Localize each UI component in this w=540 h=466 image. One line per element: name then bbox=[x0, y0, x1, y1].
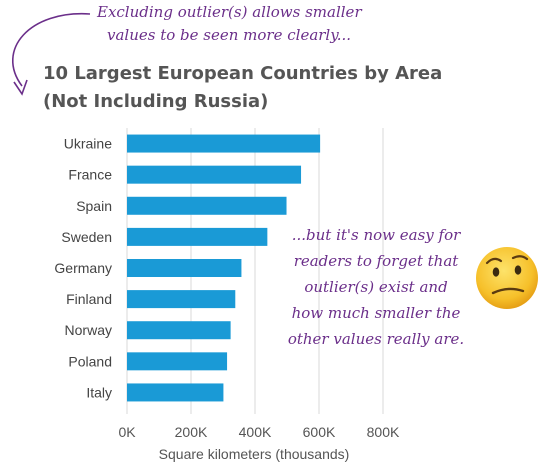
bar-germany bbox=[127, 259, 242, 277]
chart-title-line-1: 10 Largest European Countries by Area bbox=[43, 63, 442, 84]
category-label: Sweden bbox=[61, 229, 112, 245]
bar-finland bbox=[127, 290, 236, 309]
x-tick-labels: 0K 200K 400K 600K 800K bbox=[118, 424, 400, 440]
x-tick-label: 600K bbox=[303, 424, 336, 440]
x-tick-label: 0K bbox=[118, 424, 136, 440]
chart-title-line-2: (Not Including Russia) bbox=[43, 91, 268, 112]
annotation-top: Excluding outlier(s) allows smaller valu… bbox=[96, 3, 362, 44]
confused-face-icon bbox=[476, 247, 538, 309]
bar-spain bbox=[127, 196, 287, 215]
bar-ukraine bbox=[127, 134, 321, 153]
bar-norway bbox=[127, 321, 231, 340]
bar-sweden bbox=[127, 227, 268, 246]
category-label: Norway bbox=[65, 322, 112, 338]
annotation-top-line-1: Excluding outlier(s) allows smaller bbox=[96, 3, 362, 21]
annotation-right-line-5: other values really are. bbox=[288, 330, 464, 348]
x-axis-label: Square kilometers (thousands) bbox=[159, 446, 350, 462]
annotation-right-line-1: ...but it's now easy for bbox=[292, 226, 461, 244]
category-labels: Ukraine France Spain Sweden Germany Finland No… bbox=[54, 136, 112, 401]
curved-arrow-icon bbox=[11, 13, 91, 96]
category-label: Finland bbox=[66, 291, 112, 307]
x-tick-label: 400K bbox=[239, 424, 272, 440]
annotation-right: ...but it's now easy for readers to forg… bbox=[288, 226, 464, 348]
category-label: Italy bbox=[86, 384, 112, 400]
bar-italy bbox=[127, 383, 224, 402]
x-tick-label: 200K bbox=[175, 424, 208, 440]
category-label: Spain bbox=[76, 198, 112, 214]
category-label: Ukraine bbox=[64, 136, 112, 152]
bar-poland bbox=[127, 352, 228, 371]
x-tick-label: 800K bbox=[367, 424, 400, 440]
category-label: Germany bbox=[54, 260, 112, 276]
annotation-right-line-3: outlier(s) exist and bbox=[304, 278, 447, 296]
bars bbox=[127, 134, 321, 402]
annotation-right-line-4: how much smaller the bbox=[292, 304, 461, 322]
annotation-top-line-2: values to be seen more clearly... bbox=[107, 26, 351, 44]
category-label: Poland bbox=[68, 353, 112, 369]
bar-france bbox=[127, 165, 302, 184]
category-label: France bbox=[68, 167, 112, 183]
annotation-right-line-2: readers to forget that bbox=[294, 252, 460, 270]
